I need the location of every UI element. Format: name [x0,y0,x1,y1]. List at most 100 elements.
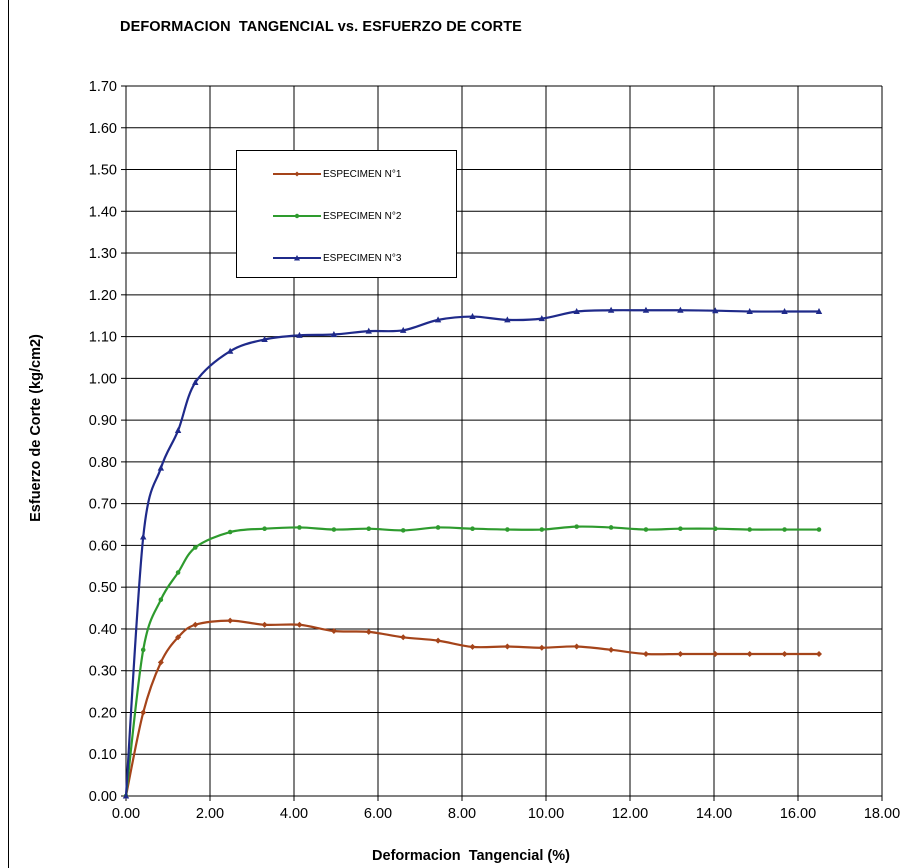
data-point-series-1 [192,621,199,628]
x-tick-label: 14.00 [696,806,732,822]
legend-swatch-series-1 [271,167,323,181]
y-tick-label: 0.90 [89,413,117,429]
data-point-series-3 [434,316,442,323]
data-point-series-1 [261,621,268,628]
data-point-series-2 [470,526,475,532]
y-tick-label: 1.40 [89,204,117,220]
data-point-series-3 [365,327,372,334]
data-point-series-1 [781,651,788,657]
data-point-series-1 [400,634,407,641]
y-tick-label: 0.10 [89,747,117,763]
data-point-series-2 [782,527,787,532]
y-tick-label: 0.80 [89,455,117,471]
x-tick-label: 16.00 [780,806,816,822]
data-point-series-3 [677,306,684,313]
series-line-3 [124,309,819,797]
x-tick-label: 6.00 [364,806,392,822]
x-axis-title: Deformacion Tangencial (%) [372,848,570,864]
y-tick-label: 1.60 [89,121,117,137]
data-point-series-3 [140,533,147,540]
data-point-series-2 [400,528,406,533]
data-point-series-2 [643,527,649,532]
x-tick-label: 18.00 [864,806,900,822]
x-tick-label: 4.00 [280,806,308,822]
data-point-series-2 [227,529,233,535]
y-tick-label: 1.00 [89,371,117,387]
data-point-series-2 [366,526,372,532]
chart-title: DEFORMACION TANGENCIAL vs. ESFUERZO DE C… [120,19,522,35]
data-point-series-2 [262,526,267,532]
data-point-series-3 [296,331,303,338]
data-point-series-2 [505,527,510,532]
data-point-series-2 [539,527,545,532]
y-tick-label: 1.30 [89,246,117,262]
y-tick-label: 0.30 [89,664,117,680]
y-tick-label: 0.40 [89,622,117,638]
data-point-series-2 [435,525,441,530]
legend-item-series-1: ESPECIMEN N°1 [271,167,401,181]
data-point-series-3 [642,306,650,313]
chart-legend: ESPECIMEN N°1 ESPECIMEN N°2 ESPECIMEN N°… [236,150,457,278]
data-point-series-3 [815,308,823,315]
data-point-series-3 [226,347,234,354]
data-point-series-3 [746,308,753,315]
data-point-series-1 [227,617,234,624]
data-point-series-3 [607,306,615,313]
legend-label-series-1: ESPECIMEN N°1 [323,168,402,180]
x-tick-label: 0.00 [112,806,140,822]
data-point-series-2 [574,524,579,529]
data-point-series-2 [816,527,822,532]
legend-label-series-3: ESPECIMEN N°3 [323,252,402,264]
x-tick-label: 2.00 [196,806,224,822]
data-point-series-1 [677,651,684,657]
y-axis-title: Esfuerzo de Corte (kg/cm2) [28,334,44,522]
y-tick-label: 1.50 [89,163,117,179]
data-point-series-1 [816,651,822,657]
series-line-2 [124,525,819,797]
data-point-series-2 [747,527,752,532]
data-point-series-2 [297,525,302,530]
data-point-series-3 [192,379,199,386]
data-point-series-1 [140,709,147,716]
y-tick-label: 1.70 [89,79,117,95]
data-point-series-1 [330,628,337,635]
legend-label-series-2: ESPECIMEN N°2 [323,210,402,222]
data-point-series-1 [573,643,580,650]
data-point-series-2 [678,526,683,532]
page-left-border [8,0,9,868]
data-point-series-1 [469,643,476,650]
data-point-series-2 [608,525,614,530]
data-point-series-3 [504,316,511,323]
legend-swatch-series-2 [271,209,323,223]
legend-item-series-2: ESPECIMEN N°2 [271,209,401,223]
y-tick-label: 0.20 [89,705,117,721]
data-point-series-1 [504,643,511,650]
legend-swatch-series-3 [271,251,323,265]
data-point-series-1 [435,637,442,644]
data-point-series-1 [712,651,719,657]
x-tick-label: 10.00 [528,806,564,822]
data-point-series-1 [175,634,182,641]
x-tick-label: 8.00 [448,806,476,822]
data-point-series-1 [157,659,164,666]
data-point-series-1 [746,651,753,657]
data-point-series-2 [158,597,164,603]
data-point-series-3 [330,331,338,337]
data-point-series-3 [122,792,130,799]
y-tick-label: 1.20 [89,288,117,304]
data-point-series-2 [140,647,146,653]
y-tick-label: 0.00 [89,789,117,805]
data-point-series-3 [573,308,580,315]
data-point-series-3 [538,315,545,322]
data-point-series-3 [400,326,407,333]
legend-item-series-3: ESPECIMEN N°3 [271,251,401,265]
data-point-series-2 [712,526,718,532]
data-point-series-1 [538,644,545,651]
data-point-series-3 [157,464,165,471]
data-point-series-1 [642,651,649,657]
y-tick-label: 0.70 [89,497,117,513]
x-tick-label: 12.00 [612,806,648,822]
data-point-series-1 [608,646,615,653]
data-point-series-1 [365,628,372,635]
